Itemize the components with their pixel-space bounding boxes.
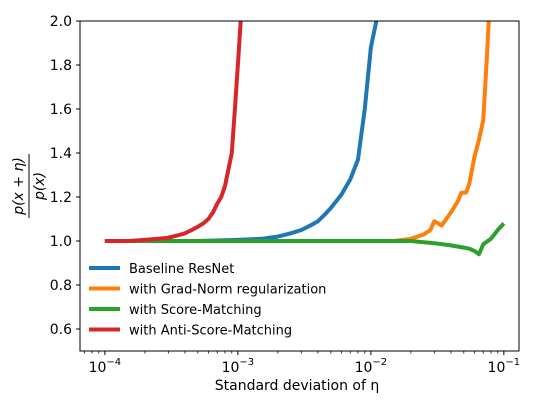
series-line-2 (104, 21, 491, 243)
x-axis-label: Standard deviation of η (215, 378, 379, 394)
plot-frame (79, 20, 520, 352)
x-tick-label: 10−4 (89, 357, 122, 376)
y-tick-label: 0.6 (50, 322, 72, 338)
plot-lines (104, 21, 506, 257)
legend-label: with Grad-Norm regularization (129, 283, 326, 298)
x-tick-label: 10−3 (222, 357, 255, 376)
legend: Baseline ResNet with Grad-Norm regulariza… (89, 262, 326, 339)
y-tick-label: 1.2 (50, 190, 72, 206)
y-tick-label: 0.8 (50, 278, 72, 294)
y-tick-label: 2.0 (50, 14, 72, 30)
x-tick-label: 10−2 (355, 357, 388, 376)
series-line-1 (104, 21, 379, 243)
y-label-numerator: p(x + η) (11, 157, 27, 216)
legend-label: with Anti-Score-Matching (129, 324, 292, 339)
legend-label: with Score-Matching (129, 303, 262, 318)
x-tick-label: 10−1 (488, 357, 521, 376)
y-tick-label: 1.0 (50, 234, 72, 250)
y-tick-label: 1.8 (50, 58, 72, 74)
legend-label: Baseline ResNet (129, 262, 234, 277)
y-axis-ticks: 0.6 0.8 1.0 1.2 1.4 1.6 1.8 2.0 (50, 14, 80, 338)
series-line-4 (104, 21, 243, 243)
x-axis-ticks: 10−4 10−3 10−2 10−1 (83, 351, 521, 376)
y-axis-label: p(x + η) p(x) (11, 154, 48, 218)
series-line-3 (104, 222, 506, 257)
y-tick-label: 1.6 (50, 102, 72, 118)
y-tick-label: 1.4 (50, 146, 72, 162)
y-label-denominator: p(x) (32, 172, 48, 201)
